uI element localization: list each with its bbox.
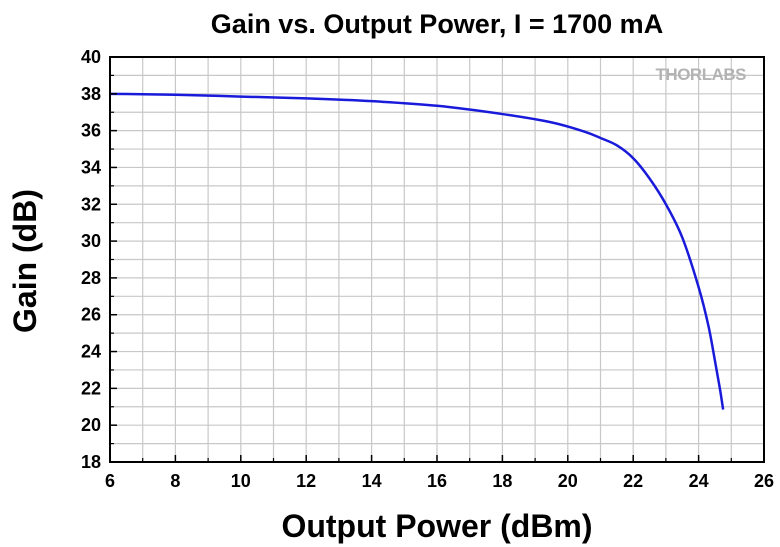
- x-tick-label: 6: [105, 471, 115, 491]
- y-tick-label: 36: [81, 121, 101, 141]
- y-tick-label: 24: [81, 342, 101, 362]
- x-tick-label: 12: [296, 471, 316, 491]
- y-tick-label: 20: [81, 415, 101, 435]
- x-tick-label: 16: [427, 471, 447, 491]
- plot-frame: [109, 56, 765, 463]
- x-tick-label: 10: [231, 471, 251, 491]
- plot-series: [109, 92, 725, 410]
- x-tick-label: 22: [623, 471, 643, 491]
- x-tick-label: 14: [362, 471, 382, 491]
- x-tick-label: 20: [558, 471, 578, 491]
- y-tick-label: 22: [81, 378, 101, 398]
- y-tick-label: 32: [81, 194, 101, 214]
- y-tick-label: 28: [81, 268, 101, 288]
- grid: [109, 56, 765, 463]
- x-tick-label: 24: [689, 471, 709, 491]
- series-line: [109, 92, 725, 410]
- x-tick-label: 8: [170, 471, 180, 491]
- thorlabs-logo: THORLABS: [656, 65, 747, 84]
- y-tick-label: 26: [81, 305, 101, 325]
- y-tick-label: 34: [81, 157, 101, 177]
- y-tick-label: 30: [81, 231, 101, 251]
- y-tick-label: 18: [81, 452, 101, 472]
- x-axis-label: Output Power (dBm): [281, 508, 592, 544]
- x-tick-label: 26: [754, 471, 774, 491]
- y-tick-label: 38: [81, 84, 101, 104]
- y-axis-label: Gain (dB): [7, 189, 43, 333]
- y-tick-label: 40: [81, 47, 101, 67]
- chart-title: Gain vs. Output Power, I = 1700 mA: [211, 9, 663, 39]
- x-tick-label: 18: [492, 471, 512, 491]
- axis-ticks: 6 8 10 12 14 16 18 20 22 24 26 18 20 22 24 26 28 30 32 34 36…: [81, 47, 774, 491]
